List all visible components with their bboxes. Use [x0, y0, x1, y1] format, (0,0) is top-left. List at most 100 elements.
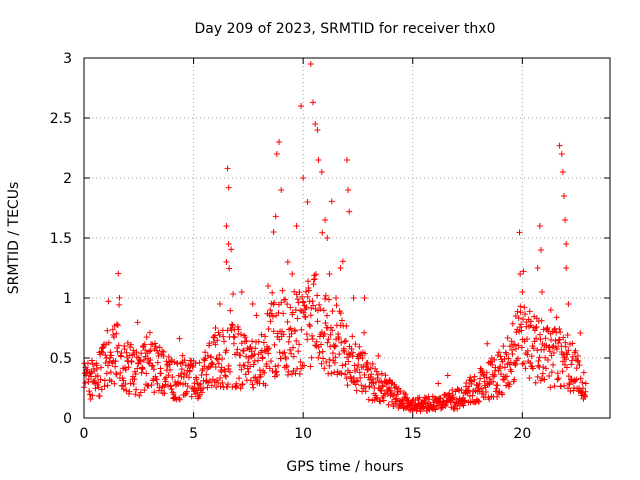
data-point: [296, 341, 303, 348]
data-point: [307, 312, 314, 319]
data-point: [116, 301, 123, 308]
data-point: [557, 329, 564, 336]
data-point: [300, 175, 307, 181]
data-point: [309, 336, 316, 343]
data-point: [534, 373, 541, 380]
data-point: [261, 347, 268, 354]
data-point: [134, 365, 141, 372]
data-point: [494, 352, 501, 359]
data-point: [577, 375, 584, 382]
data-point: [426, 396, 433, 403]
data-point: [567, 388, 574, 395]
data-point: [86, 388, 93, 395]
data-point: [225, 184, 232, 191]
data-point: [505, 355, 512, 362]
data-point: [569, 340, 576, 347]
data-point: [500, 343, 507, 350]
data-point: [113, 321, 120, 328]
data-point: [356, 369, 363, 376]
x-tick-label: 0: [80, 426, 89, 442]
data-point: [312, 121, 319, 127]
data-point: [216, 331, 223, 338]
data-point: [245, 359, 252, 366]
data-point: [357, 374, 364, 381]
data-point: [579, 379, 586, 386]
data-point: [329, 350, 336, 357]
data-point: [265, 283, 272, 289]
data-point: [339, 317, 346, 324]
data-point: [276, 336, 283, 343]
data-point: [476, 380, 483, 387]
data-point: [517, 309, 524, 316]
data-point: [282, 296, 289, 303]
data-point: [576, 362, 583, 369]
data-point: [504, 335, 511, 342]
data-point: [345, 358, 352, 365]
data-point: [453, 396, 460, 403]
data-point: [204, 352, 211, 359]
y-tick-label: 2: [63, 171, 72, 187]
data-point: [566, 381, 573, 388]
data-point: [540, 364, 547, 371]
data-point: [569, 353, 576, 360]
data-point: [130, 347, 137, 354]
data-point: [312, 342, 319, 349]
data-point: [382, 372, 389, 379]
data-point: [153, 376, 160, 383]
data-point: [130, 381, 137, 388]
data-point: [89, 392, 96, 399]
data-point: [113, 371, 120, 378]
data-point: [353, 366, 360, 373]
data-point: [249, 301, 256, 307]
data-point: [365, 396, 372, 403]
data-point: [122, 381, 129, 388]
data-point: [126, 388, 133, 395]
data-point: [191, 388, 198, 395]
data-point: [327, 331, 334, 338]
data-point: [89, 361, 96, 368]
data-point: [582, 393, 589, 400]
data-point: [454, 405, 461, 412]
data-point: [326, 356, 333, 363]
data-point: [152, 340, 159, 347]
axis-ticks: 0 5 10 15 20 0 0.5 1 1.5 2 2.5 3: [50, 51, 610, 442]
data-point: [511, 341, 518, 348]
data-point: [508, 368, 515, 375]
data-point: [541, 376, 548, 383]
data-point: [98, 386, 105, 393]
data-point: [331, 359, 338, 366]
data-point: [266, 365, 273, 372]
data-point: [572, 347, 579, 354]
data-point: [320, 355, 327, 362]
data-point: [292, 328, 299, 335]
data-point: [314, 318, 321, 325]
data-point: [534, 347, 541, 354]
data-point: [237, 385, 244, 392]
data-point: [314, 292, 321, 299]
data-point: [573, 376, 580, 383]
data-point: [223, 347, 230, 354]
data-point: [151, 389, 158, 396]
data-point: [387, 387, 394, 394]
data-point: [574, 352, 581, 359]
data-point: [152, 343, 159, 350]
data-point: [284, 301, 291, 308]
x-tick-label: 15: [404, 426, 422, 442]
data-point: [94, 372, 101, 379]
data-point: [341, 348, 348, 355]
data-point: [303, 304, 310, 311]
data-point: [563, 241, 570, 247]
data-point: [378, 370, 385, 377]
data-point: [114, 322, 121, 329]
data-point: [138, 369, 145, 376]
data-point: [234, 346, 241, 353]
data-point: [109, 326, 116, 333]
data-point: [484, 340, 491, 347]
data-point: [385, 401, 392, 408]
data-point: [200, 385, 207, 392]
data-point: [271, 341, 278, 348]
data-point: [202, 349, 209, 356]
data-point: [568, 361, 575, 368]
data-point: [101, 383, 108, 390]
data-point: [491, 356, 498, 363]
